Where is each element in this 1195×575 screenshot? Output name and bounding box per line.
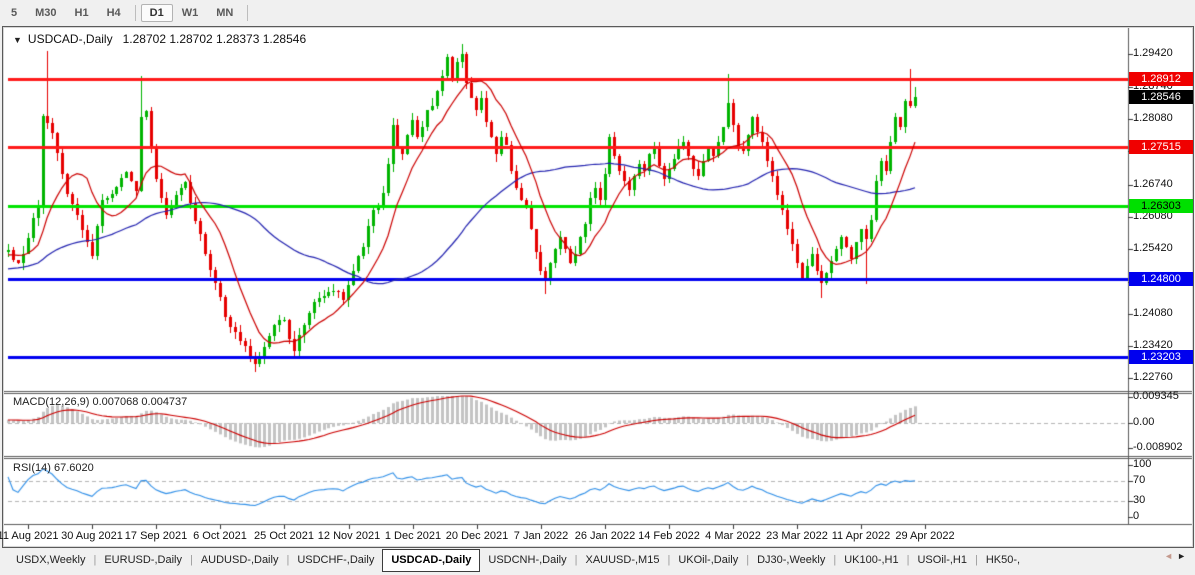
timeframe-toolbar: 5 M30 H1 H4 D1 W1 MN	[0, 0, 1195, 25]
chart-tab-usdcad-daily[interactable]: USDCAD-,Daily	[382, 548, 481, 572]
timeframe-button-w1[interactable]: W1	[181, 6, 199, 19]
chart-quote-values: 1.28702 1.28702 1.28373 1.28546	[122, 32, 307, 46]
macd-axis-label: 0.009345	[1133, 390, 1179, 402]
chart-tab-usoil-h1[interactable]: USOil-,H1	[917, 554, 967, 566]
macd-indicator-label: MACD(12,26,9) 0.007068 0.004737	[13, 396, 188, 408]
tab-separator: |	[574, 554, 578, 566]
tab-scroll-arrows: ◄►	[1164, 551, 1190, 561]
price-badge: 1.28546	[1129, 90, 1193, 104]
price-axis-label: 1.26080	[1133, 210, 1173, 222]
chart-title: ▼ USDCAD-,Daily 1.28702 1.28702 1.28373 1.…	[13, 32, 306, 46]
price-badge: 1.27515	[1129, 140, 1193, 154]
date-label: 12 Nov 2021	[317, 530, 381, 542]
tab-scroll-left-icon[interactable]: ◄	[1164, 551, 1178, 561]
tab-separator: |	[746, 554, 750, 566]
rsi-indicator-label: RSI(14) 67.6020	[13, 462, 94, 474]
tab-separator: |	[286, 554, 290, 566]
price-axis-label: 1.29420	[1133, 47, 1173, 59]
price-axis-label: 1.26740	[1133, 178, 1173, 190]
price-badge: 1.24800	[1129, 272, 1193, 286]
rsi-axis-label: 100	[1133, 458, 1152, 470]
tab-separator: |	[93, 554, 97, 566]
date-label: 4 Mar 2022	[705, 530, 761, 542]
tab-separator: |	[189, 554, 193, 566]
toolbar-separator	[247, 4, 249, 21]
chart-tab-bar: USDX,Weekly | EURUSD-,Daily | AUDUSD-,Daily |…	[0, 548, 1195, 572]
date-label: 14 Feb 2022	[638, 530, 700, 542]
price-badge: 1.23203	[1129, 350, 1193, 364]
collapse-arrow-icon[interactable]: ▼	[13, 35, 22, 45]
price-axis-label: 1.28080	[1133, 112, 1173, 124]
chart-tabs: USDX,Weekly | EURUSD-,Daily | AUDUSD-,Daily |…	[8, 548, 1158, 572]
rsi-axis-label: 0	[1133, 510, 1140, 522]
date-label: 17 Sep 2021	[124, 530, 188, 542]
tab-separator: |	[833, 554, 837, 566]
chart-tab-audusd-daily[interactable]: AUDUSD-,Daily	[200, 554, 279, 566]
date-label: 11 Apr 2022	[831, 530, 891, 542]
date-label: 25 Oct 2021	[254, 530, 314, 542]
chart-tab-eurusd-daily[interactable]: EURUSD-,Daily	[104, 554, 182, 566]
chart-tab-usdcnh-daily[interactable]: USDCNH-,Daily	[488, 554, 567, 566]
date-label: 1 Dec 2021	[384, 530, 442, 542]
tab-separator: |	[667, 554, 671, 566]
toolbar-separator	[134, 4, 136, 21]
date-label: 26 Jan 2022	[574, 530, 636, 542]
macd-axis-label: -0.008902	[1133, 441, 1183, 453]
price-badge: 1.26303	[1129, 199, 1193, 213]
date-label: 11 Aug 2021	[0, 530, 59, 542]
rsi-axis-label: 30	[1133, 494, 1146, 506]
macd-axis-label: 0.00	[1133, 416, 1155, 428]
date-label: 20 Dec 2021	[445, 530, 509, 542]
date-label: 7 Jan 2022	[513, 530, 569, 542]
chart-symbol-label: USDCAD-,Daily	[27, 32, 113, 46]
price-badge: 1.28912	[1129, 72, 1193, 86]
timeframe-button-h1[interactable]: H1	[74, 6, 89, 19]
timeframe-button-5[interactable]: 5	[11, 6, 18, 19]
tab-separator: |	[906, 554, 910, 566]
price-axis-label: 1.22760	[1133, 371, 1173, 383]
chart-tab-hk50-[interactable]: HK50-,	[985, 554, 1021, 566]
timeframe-button-h4[interactable]: H4	[106, 6, 121, 19]
rsi-axis-label: 70	[1133, 474, 1146, 486]
price-axis-label: 1.23420	[1133, 339, 1173, 351]
chart-tab-xauusd-m15[interactable]: XAUUSD-,M15	[585, 554, 660, 566]
chart-tab-ukoil-daily[interactable]: UKOil-,Daily	[678, 554, 739, 566]
date-label: 6 Oct 2021	[193, 530, 247, 542]
date-label: 23 Mar 2022	[766, 530, 828, 542]
chart-tab-dj30-weekly[interactable]: DJ30-,Weekly	[757, 554, 826, 566]
date-label: 30 Aug 2021	[61, 530, 123, 542]
tab-scroll-right-icon[interactable]: ►	[1177, 551, 1190, 561]
timeframe-button-m30[interactable]: M30	[35, 6, 57, 19]
price-axis-label: 1.24080	[1133, 307, 1173, 319]
chart-tab-uk100-h1[interactable]: UK100-,H1	[844, 554, 899, 566]
chart-tab-usdchf-daily[interactable]: USDCHF-,Daily	[297, 554, 375, 566]
tab-separator: |	[975, 554, 978, 566]
chart-tab-usdx-weekly[interactable]: USDX,Weekly	[16, 554, 86, 566]
price-axis-label: 1.25420	[1133, 242, 1173, 254]
date-label: 29 Apr 2022	[895, 530, 955, 542]
timeframe-button-mn[interactable]: MN	[216, 6, 234, 19]
timeframe-button-d1[interactable]: D1	[140, 3, 173, 22]
